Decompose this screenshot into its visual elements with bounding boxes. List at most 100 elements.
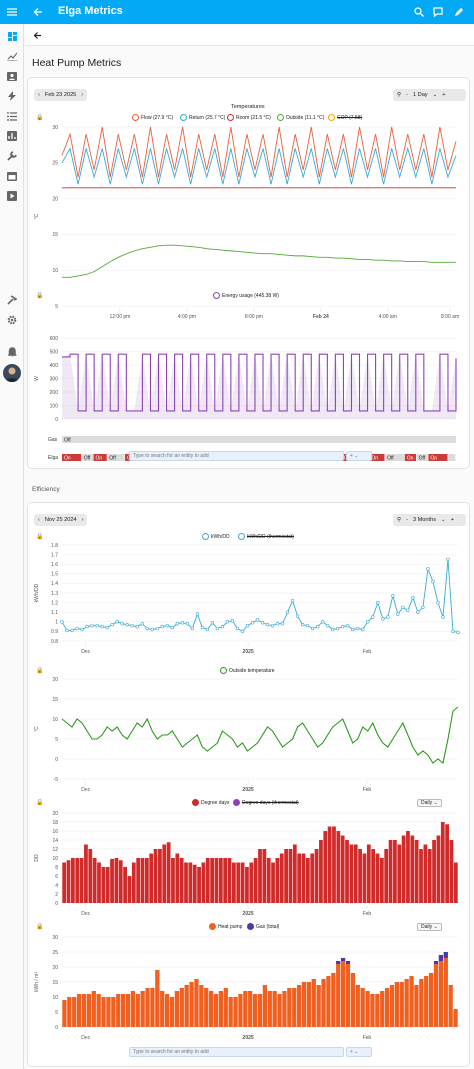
entity-add-button[interactable]: + ⌄ xyxy=(346,1047,372,1057)
history-chart-icon[interactable] xyxy=(4,128,20,144)
data-point xyxy=(366,620,370,624)
y-tick-label: 0.9 xyxy=(51,629,58,635)
bar-degree-days xyxy=(358,849,362,903)
lock-icon[interactable]: 🔒 xyxy=(36,924,44,930)
y-tick-label: 0 xyxy=(55,757,58,763)
legend-room[interactable]: Room (21.5 °C) xyxy=(227,114,271,121)
energy-chart-icon[interactable] xyxy=(4,48,20,64)
zoom-minus-button[interactable]: - xyxy=(406,517,408,523)
lock-icon[interactable]: 🔒 xyxy=(36,800,44,806)
bar-heat-pump xyxy=(169,997,175,1027)
zoom-control[interactable]: ⚲ - 3 Months ⌄ + xyxy=(393,514,466,526)
avatar[interactable] xyxy=(3,364,21,382)
bar-degree-days xyxy=(192,864,197,903)
media-icon[interactable] xyxy=(4,188,20,204)
legend-flow[interactable]: Flow (27.9 °C) xyxy=(132,114,173,121)
bar-degree-days xyxy=(92,858,97,903)
legend-kwh-dd-thermostat[interactable]: kWh/DD (thermostat) xyxy=(238,533,294,540)
person-card-icon[interactable] xyxy=(4,68,20,84)
bar-degree-days xyxy=(127,876,132,903)
zoom-minus-button[interactable]: - xyxy=(406,92,408,98)
series-kwh-dd-line xyxy=(61,559,459,633)
bar-heat-pump xyxy=(321,979,326,1027)
elga-state-segment xyxy=(62,454,82,461)
wrench-icon[interactable] xyxy=(4,148,20,164)
bar-degree-days xyxy=(114,858,119,903)
data-point xyxy=(75,626,79,631)
back-arrow-icon[interactable] xyxy=(27,25,47,45)
entity-search-input[interactable]: Type to search for an entity to add xyxy=(129,451,344,461)
legend-degree-days-thermostat[interactable]: Degree days (thermostat) xyxy=(233,799,299,806)
legend-degree-days[interactable]: Degree days xyxy=(192,799,229,806)
data-point xyxy=(280,622,285,626)
data-point xyxy=(225,620,230,624)
list-icon[interactable] xyxy=(4,108,20,124)
notification-bell-icon[interactable] xyxy=(4,344,20,360)
back-arrow-icon[interactable] xyxy=(28,0,48,24)
zoom-plus-button[interactable]: + xyxy=(442,92,446,98)
period-select[interactable]: Daily ⌄ xyxy=(417,923,442,931)
legend-gas-total[interactable]: Gas (total) xyxy=(247,923,279,930)
x-tick-label: Feb 24 xyxy=(313,314,329,320)
gas-state-label: Off xyxy=(64,438,71,444)
y-tick-label: 8 xyxy=(55,865,58,871)
chat-icon[interactable] xyxy=(428,0,448,24)
date-picker[interactable]: ‹ Nov 25 2024 › xyxy=(34,514,88,526)
edit-pencil-icon[interactable] xyxy=(449,0,469,24)
period-select[interactable]: Daily ⌄ xyxy=(417,799,442,807)
dashboard-icon[interactable] xyxy=(4,28,20,44)
zoom-control[interactable]: ⚲ - 1 Day ⌄ + xyxy=(393,89,466,101)
x-tick-label: Feb xyxy=(363,911,372,917)
series-outside-line xyxy=(62,244,456,278)
bar-degree-days xyxy=(327,826,332,903)
zoom-dropdown-icon[interactable]: ⌄ xyxy=(441,517,446,523)
entity-search-input[interactable]: Type to search for an entity to add xyxy=(129,1047,344,1057)
legend-label: Heat pump xyxy=(218,923,243,930)
legend-kwh-dd[interactable]: kWh/DD xyxy=(202,533,230,540)
zoom-plus-button[interactable]: + xyxy=(450,517,454,523)
bar-degree-days xyxy=(384,849,389,903)
legend-energy[interactable]: Energy usage (445.38 W) xyxy=(213,292,279,299)
next-date-button[interactable]: › xyxy=(81,92,84,98)
x-tick-label: 4:00 am xyxy=(379,314,397,320)
hammer-icon[interactable] xyxy=(4,292,20,308)
legend-label: Return (25.7 °C) xyxy=(189,114,226,121)
y-tick-label: 500 xyxy=(50,349,59,355)
y-tick-label: 5 xyxy=(55,304,58,310)
zoom-dropdown-icon[interactable]: ⌄ xyxy=(432,92,438,98)
legend-outside-temp[interactable]: Outside temperature xyxy=(220,667,275,674)
date-picker[interactable]: ‹ Feb 23 2025 › xyxy=(34,89,88,101)
legend-heat-pump[interactable]: Heat pump xyxy=(209,923,242,930)
bar-degree-days xyxy=(105,867,110,903)
menu-icon[interactable] xyxy=(2,0,22,24)
data-point xyxy=(451,629,455,634)
data-point xyxy=(105,625,109,630)
gear-icon[interactable] xyxy=(4,312,20,328)
legend-return[interactable]: Return (25.7 °C) xyxy=(180,114,225,121)
bar-degree-days xyxy=(88,849,93,903)
lock-icon[interactable]: 🔒 xyxy=(36,293,44,299)
entity-add-button[interactable]: + ⌄ xyxy=(346,451,372,461)
legend-label: Gas (total) xyxy=(256,923,280,930)
search-icon[interactable] xyxy=(409,0,429,24)
data-point xyxy=(130,623,134,628)
lock-icon[interactable]: 🔒 xyxy=(36,668,44,674)
bar-degree-days xyxy=(292,844,297,903)
bar-degree-days xyxy=(171,858,175,903)
y-tick-label: 5 xyxy=(55,1010,58,1016)
next-date-button[interactable]: › xyxy=(81,517,84,523)
legend-cop[interactable]: COP (7.58) xyxy=(328,114,362,121)
legend-outside[interactable]: Outside (11.1 °C) xyxy=(277,114,324,121)
lock-icon[interactable]: 🔒 xyxy=(36,115,44,121)
lightning-icon[interactable] xyxy=(4,88,20,104)
bar-degree-days xyxy=(62,862,67,903)
lock-icon[interactable]: 🔒 xyxy=(36,534,44,540)
prev-date-button[interactable]: ‹ xyxy=(38,517,40,523)
y-tick-label: 20 xyxy=(52,677,58,683)
bar-heat-pump xyxy=(282,991,287,1027)
bar-heat-pump xyxy=(370,994,375,1027)
prev-date-button[interactable]: ‹ xyxy=(38,92,40,98)
y-tick-label: 15 xyxy=(52,980,58,986)
calendar-icon[interactable] xyxy=(4,168,20,184)
y-tick-label: 1.3 xyxy=(51,591,58,597)
